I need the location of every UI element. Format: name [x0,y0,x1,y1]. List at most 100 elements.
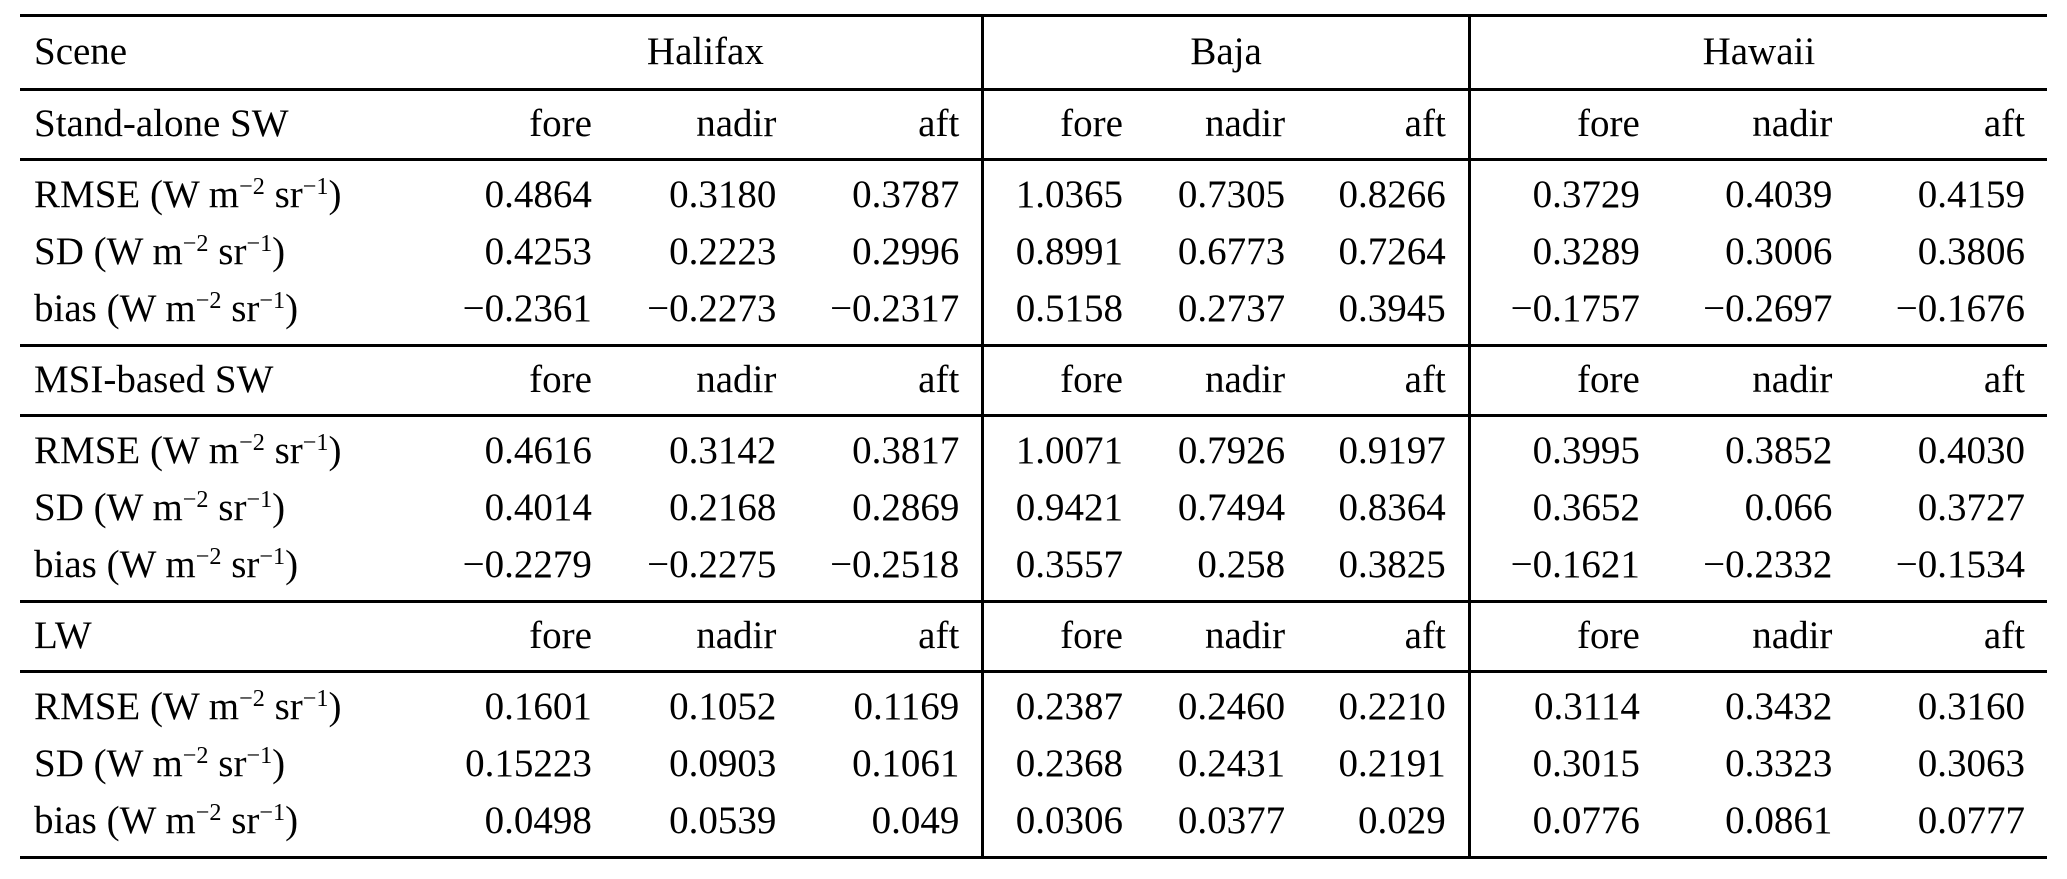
unit-post: ) [272,742,286,786]
unit-mid: sr [221,543,260,587]
unit-exponent: −1 [302,428,329,456]
value-cell: 0.8364 [1338,486,1446,530]
value-cell: 0.066 [1744,486,1833,530]
value-cell: 0.2168 [669,486,777,530]
value-cell: −0.2332 [1703,543,1833,587]
value-cell: 0.0498 [484,799,592,843]
value-cell: −0.2273 [647,287,777,331]
value-cell: 0.258 [1197,543,1286,587]
unit-exponent: −1 [302,684,329,712]
unit-pre: (W m [83,486,183,530]
scene-corner-label: Scene [34,30,128,74]
metric-name: SD [34,486,84,530]
value-cell: 0.3652 [1467,477,1662,540]
value-cell: 0.4039 [1725,172,1833,216]
value-cell: −0.2317 [830,287,960,331]
table-row: RMSE (W m−2 sr−1) 0.4864 0.3180 0.3787 1.036… [20,159,2047,222]
section-label: LW [34,614,92,658]
value-cell: 0.2368 [981,733,1145,796]
value-cell: 0.7494 [1177,486,1286,530]
value-cell: 0.3806 [1917,230,2025,274]
value-cell: 0.15223 [465,742,592,786]
value-cell: 0.2431 [1177,742,1286,786]
section-lw: LW fore nadir aft fore nadir aft fore nadir aft RM… [20,601,2047,858]
value-cell: 0.9421 [981,477,1145,540]
column-header-aft: aft [918,614,960,658]
unit-post: ) [272,486,286,530]
unit-post: ) [328,172,342,216]
value-cell: 0.2223 [669,230,777,274]
value-cell: −0.2275 [647,543,777,587]
unit-exponent: −1 [246,229,273,257]
unit-mid: sr [264,684,303,728]
section-msi-based-sw: MSI-based SW fore nadir aft fore nadir aft fore… [20,345,2047,602]
column-header-fore: fore [1467,601,1662,672]
value-cell: 0.3180 [669,172,777,216]
value-cell: 0.3142 [669,428,777,472]
column-header-nadir: nadir [696,358,777,402]
value-cell: 0.3006 [1725,230,1833,274]
unit-exponent: −2 [239,428,265,456]
table-row: SD (W m−2 sr−1) 0.4014 0.2168 0.2869 0.9421 0… [20,477,2047,540]
metric-name: RMSE [34,684,141,728]
unit-pre: (W m [140,684,240,728]
value-cell: 0.3995 [1467,415,1662,478]
value-cell: −0.1534 [1895,543,2025,587]
unit-pre: (W m [96,543,196,587]
metric-name: RMSE [34,428,141,472]
column-header-fore: fore [1467,345,1662,416]
value-cell: 0.3063 [1917,742,2025,786]
value-cell: 0.0539 [669,799,777,843]
metric-label: RMSE (W m−2 sr−1) [20,416,429,478]
unit-mid: sr [208,230,247,274]
unit-exponent: −2 [195,287,222,314]
column-header-aft: aft [1404,614,1446,658]
column-header-nadir: nadir [1204,614,1286,658]
metric-label: RMSE (W m−2 sr−1) [20,672,429,734]
section-header-row: Stand-alone SW fore nadir aft fore nadir aft fo… [20,89,2047,160]
value-cell: 1.0071 [981,415,1145,478]
table-row: bias (W m−2 sr−1) −0.2361 −0.2273 −0.2317 0.… [20,283,2047,346]
value-cell: 0.7264 [1338,230,1446,274]
metric-name: RMSE [34,172,141,216]
scene-group-hawaii: Hawaii [1467,15,2047,90]
unit-exponent: −1 [302,172,329,200]
unit-mid: sr [221,799,260,843]
metric-name: SD [34,742,84,786]
column-header-fore: fore [981,345,1145,416]
table-row: SD (W m−2 sr−1) 0.4253 0.2223 0.2996 0.8991 0… [20,221,2047,284]
column-header-fore: fore [981,89,1145,160]
unit-exponent: −1 [259,799,286,826]
value-cell: 0.2210 [1338,684,1446,728]
unit-pre: (W m [96,799,196,843]
column-header-fore: fore [529,358,592,402]
scene-group-baja: Baja [981,15,1470,90]
column-header-nadir: nadir [696,102,777,146]
column-header-aft: aft [1404,358,1446,402]
section-stand-alone-sw: Stand-alone SW fore nadir aft fore nadir aft fo… [20,89,2047,346]
value-cell: 0.0861 [1725,799,1833,843]
unit-pre: (W m [83,230,183,274]
metric-label: bias (W m−2 sr−1) [20,796,429,858]
unit-pre: (W m [96,287,196,331]
table-row: bias (W m−2 sr−1) 0.0498 0.0539 0.049 0.0306… [20,795,2047,858]
value-cell: 0.1169 [853,684,960,728]
column-header-nadir: nadir [1752,102,1833,146]
value-cell: 0.3825 [1338,543,1446,587]
value-cell: 0.2869 [852,486,960,530]
metric-label: bias (W m−2 sr−1) [20,284,429,346]
unit-exponent: −2 [195,543,222,570]
unit-mid: sr [221,287,260,331]
value-cell: 0.0903 [669,742,777,786]
value-cell: 0.3817 [852,428,960,472]
column-header-nadir: nadir [1752,358,1833,402]
value-cell: 0.3114 [1467,671,1662,734]
value-cell: 0.3945 [1338,287,1446,331]
section-header-row: LW fore nadir aft fore nadir aft fore nadir aft [20,601,2047,672]
table-row: SD (W m−2 sr−1) 0.15223 0.0903 0.1061 0.2368… [20,733,2047,796]
table-row: bias (W m−2 sr−1) −0.2279 −0.2275 −0.2518 0.… [20,539,2047,602]
metric-label: SD (W m−2 sr−1) [20,734,429,796]
section-label: MSI-based SW [34,358,274,402]
value-cell: 0.5158 [981,283,1145,346]
